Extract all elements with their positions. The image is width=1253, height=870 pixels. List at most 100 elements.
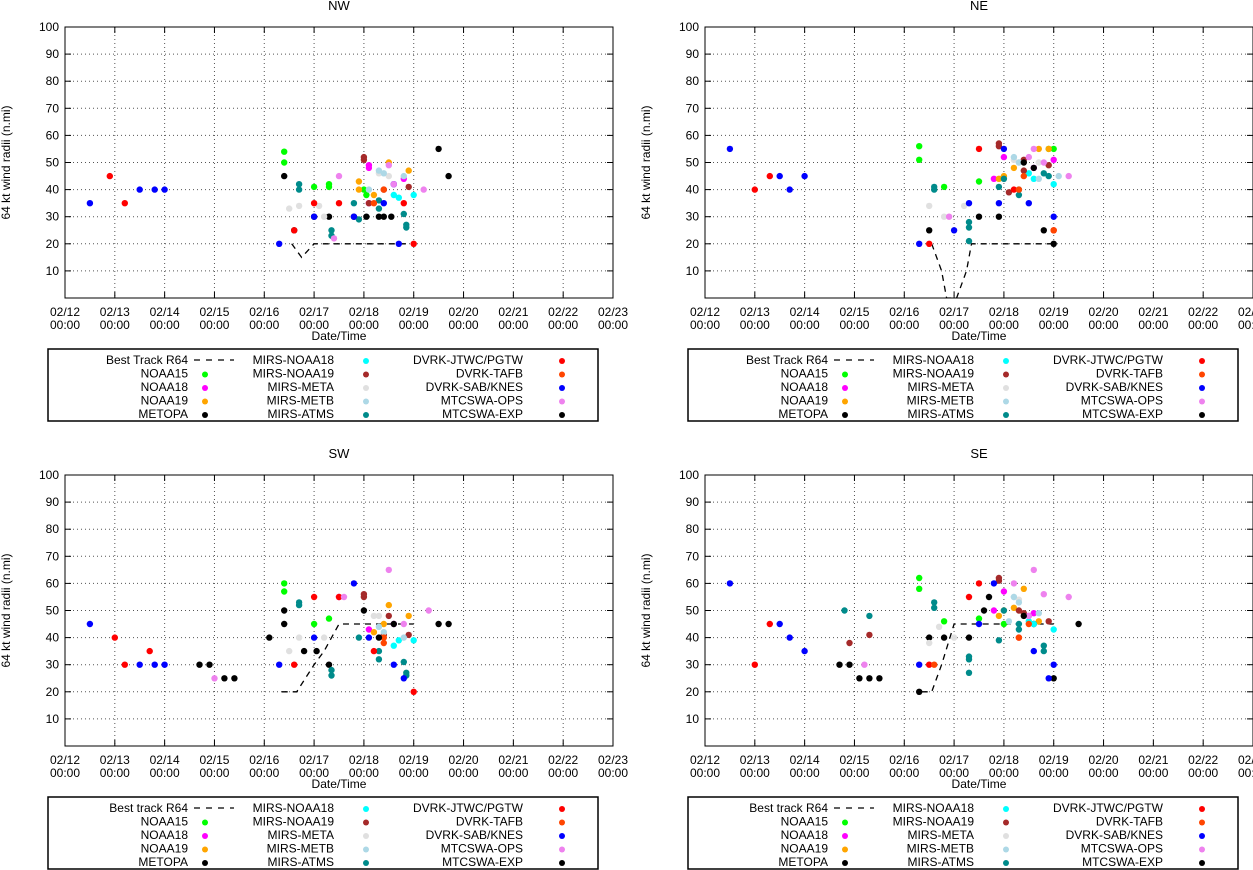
y-tick-label: 80 — [686, 522, 700, 536]
y-tick-label: 70 — [46, 549, 60, 563]
legend-swatch-dot — [1199, 371, 1205, 378]
data-point — [940, 634, 948, 641]
data-point — [310, 183, 318, 191]
data-point — [390, 191, 397, 199]
data-point — [1075, 620, 1082, 628]
x-tick-label-date: 02/21 — [498, 753, 528, 767]
data-point — [1035, 159, 1043, 166]
data-point — [86, 620, 94, 628]
legend-swatch-dot — [1003, 806, 1009, 812]
data-point — [1005, 618, 1013, 625]
data-point — [405, 183, 412, 191]
x-tick-label-date: 02/22 — [1188, 753, 1218, 767]
data-point — [355, 178, 363, 185]
data-point — [106, 172, 114, 180]
data-point — [400, 658, 407, 666]
data-point — [335, 172, 343, 180]
data-point — [1050, 227, 1057, 234]
data-point — [1000, 145, 1008, 153]
chart-panel-sw: SW10203040506070809010002/1200:0002/1300… — [0, 446, 628, 870]
best-track-line — [921, 623, 1054, 693]
data-point — [965, 224, 973, 231]
x-tick-label-time: 00:00 — [199, 766, 229, 780]
data-point — [330, 235, 338, 242]
x-tick-label-date: 02/17 — [299, 753, 329, 767]
y-tick-label: 90 — [686, 47, 700, 61]
data-point — [751, 661, 758, 668]
x-tick-label-time: 00:00 — [548, 318, 578, 332]
legend-label: MTCSWA-OPS — [1081, 394, 1163, 408]
data-point — [310, 620, 318, 628]
legend-label: NOAA18 — [141, 380, 189, 394]
data-point — [435, 145, 442, 153]
data-point — [866, 631, 873, 639]
data-point — [990, 175, 998, 182]
chart-panel-nw: NW10203040506070809010002/1200:0002/1300… — [0, 0, 628, 422]
chart-panel-se: SE10203040506070809010002/1200:0002/1300… — [639, 446, 1253, 870]
data-point — [121, 661, 128, 668]
data-point — [965, 593, 973, 601]
data-point — [295, 634, 303, 641]
data-point — [211, 675, 218, 682]
series-dvrk-tafb — [380, 634, 387, 647]
x-tick-label-date: 02/15 — [839, 753, 869, 767]
best-track-line — [281, 623, 414, 693]
x-tick-label-date: 02/16 — [889, 305, 919, 319]
legend-swatch-dot — [202, 833, 208, 839]
series-mirs-atms — [931, 170, 1052, 245]
x-tick-label-time: 00:00 — [889, 766, 919, 780]
data-point — [1025, 200, 1033, 207]
legend-label: MIRS-META — [908, 828, 974, 842]
legend-swatch-dot — [559, 806, 565, 812]
data-point — [1050, 213, 1057, 220]
data-point — [161, 186, 168, 193]
data-point — [950, 634, 958, 641]
data-point — [1030, 610, 1038, 617]
legend-label: METOPA — [778, 855, 828, 869]
legend-label: MIRS-NOAA18 — [893, 353, 975, 367]
data-point — [916, 585, 923, 592]
data-point — [281, 588, 288, 595]
series-mirs-meta — [286, 612, 383, 655]
data-point — [1065, 593, 1072, 601]
data-point — [916, 156, 923, 163]
x-tick-label-time: 00:00 — [1039, 318, 1069, 332]
x-tick-label-time: 00:00 — [939, 318, 969, 332]
plot-data — [726, 140, 1072, 298]
series-dvrk-sab-knes — [86, 580, 407, 682]
data-point — [276, 240, 283, 247]
data-point — [320, 634, 328, 641]
x-tick-label-date: 02/14 — [790, 753, 820, 767]
legend-swatch-dot — [363, 819, 369, 826]
data-point — [385, 162, 392, 169]
data-point — [995, 175, 1003, 182]
x-tick-label-time: 00:00 — [100, 766, 130, 780]
data-point — [281, 172, 288, 180]
data-point — [300, 647, 308, 655]
data-point — [146, 647, 153, 655]
legend-label: DVRK-TAFB — [1096, 815, 1163, 829]
legend-label: DVRK-TAFB — [1096, 367, 1163, 381]
data-point — [400, 634, 407, 641]
x-tick-label-date: 02/13 — [740, 753, 770, 767]
legend-label: DVRK-JTWC/PGTW — [413, 353, 524, 367]
series-mirs-metb — [375, 623, 407, 641]
series-mirs-atms — [295, 599, 410, 679]
data-point — [940, 618, 948, 625]
legend-swatch-dot — [1003, 860, 1009, 866]
data-point — [355, 186, 363, 193]
x-tick-label-time: 00:00 — [399, 766, 429, 780]
x-tick-label-date: 02/14 — [150, 305, 180, 319]
data-point — [400, 620, 407, 628]
data-point — [1015, 620, 1023, 628]
y-tick-label: 100 — [679, 468, 699, 482]
legend-label: MIRS-METB — [267, 842, 334, 856]
legend-swatch-dot — [1199, 819, 1205, 826]
data-point — [328, 666, 335, 674]
data-point — [935, 623, 943, 630]
series-dvrk-tafb — [931, 620, 1033, 668]
data-point — [965, 634, 973, 641]
data-point — [965, 200, 973, 207]
